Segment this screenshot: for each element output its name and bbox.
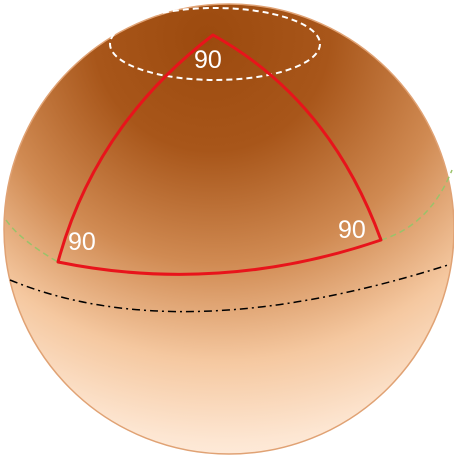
- sphere: [3, 3, 454, 455]
- equator-back-left: [5, 219, 59, 263]
- spherical-triangle: [56, 33, 383, 276]
- angle-label-top: 90: [194, 46, 222, 74]
- great-circle-line: [9, 264, 449, 313]
- equator-back-right: [380, 169, 453, 241]
- angle-label-right: 90: [338, 216, 366, 244]
- polar-cap-circle: [109, 7, 321, 81]
- angle-label-left: 90: [68, 228, 96, 256]
